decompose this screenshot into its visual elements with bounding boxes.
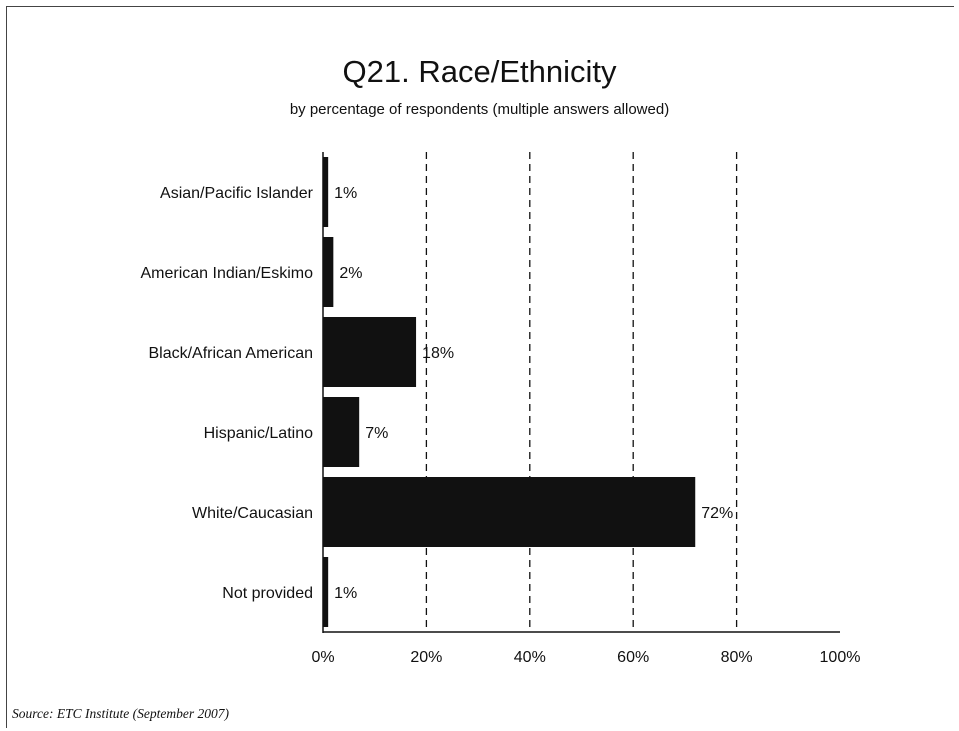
value-label-2: 18%	[422, 345, 454, 362]
x-tick-label-20: 20%	[410, 649, 442, 666]
x-tick-label-0: 0%	[311, 649, 334, 666]
chart-frame	[6, 6, 954, 728]
category-label-5: Not provided	[222, 585, 313, 602]
x-tick-label-100: 100%	[820, 649, 861, 666]
value-label-4: 72%	[701, 505, 733, 522]
category-label-0: Asian/Pacific Islander	[160, 185, 314, 202]
x-tick-label-60: 60%	[617, 649, 649, 666]
x-tick-label-80: 80%	[721, 649, 753, 666]
category-label-3: Hispanic/Latino	[204, 425, 314, 442]
value-label-1: 2%	[339, 265, 362, 282]
x-tick-label-40: 40%	[514, 649, 546, 666]
bar-5	[323, 557, 329, 627]
value-label-5: 1%	[334, 585, 357, 602]
chart-subtitle: by percentage of respondents (multiple a…	[289, 101, 670, 118]
chart-source: Source: ETC Institute (September 2007)	[12, 706, 229, 721]
value-label-3: 7%	[365, 425, 388, 442]
category-label-4: White/Caucasian	[192, 505, 313, 522]
category-label-2: Black/African American	[148, 345, 313, 362]
bar-1	[323, 237, 334, 307]
bar-4	[323, 477, 696, 547]
category-label-1: American Indian/Eskimo	[140, 265, 313, 282]
bar-3	[323, 397, 360, 467]
chart-title: Q21. Race/Ethnicity	[342, 54, 617, 89]
bar-2	[323, 317, 417, 387]
value-label-0: 1%	[334, 185, 357, 202]
bar-0	[323, 157, 329, 227]
